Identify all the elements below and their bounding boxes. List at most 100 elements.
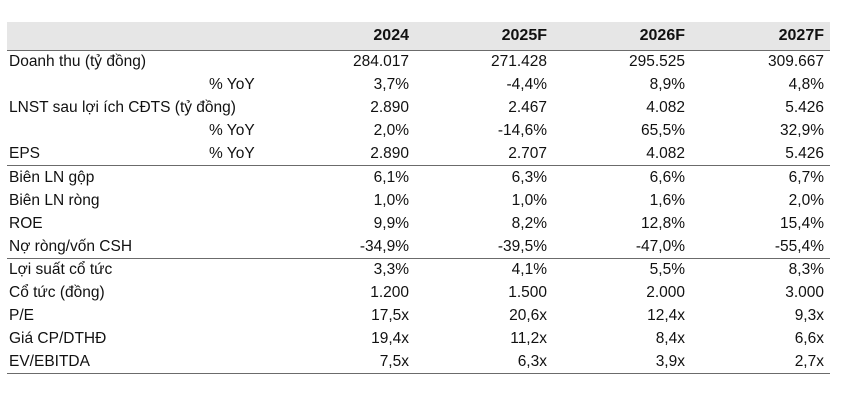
row-label: P/E — [9, 307, 34, 325]
value-cell: 6,3% — [415, 165, 553, 190]
table-row: ROE 9,9% 8,2% 12,8% 15,4% — [7, 212, 830, 235]
value-cell: 295.525 — [628, 53, 685, 71]
value-cell: 4,1% — [415, 258, 553, 282]
table-row: Giá CP/DTHĐ 19,4x 11,2x 8,4x 6,6x — [7, 328, 830, 351]
table-row: EV/EBITDA 7,5x 6,3x 3,9x 2,7x — [7, 350, 830, 375]
row-label: ROE — [9, 214, 43, 232]
row-label: Biên LN gộp — [7, 165, 207, 190]
value-cell: 12,8% — [641, 214, 685, 232]
value-cell: 15,4% — [780, 214, 824, 232]
table-row: % YoY 3,7% -4,4% 8,9% 4,8% — [7, 74, 830, 97]
column-header-2025f: 2025F — [415, 22, 553, 51]
value-cell: 11,2x — [510, 330, 547, 348]
row-label — [7, 74, 207, 97]
header-label-cell — [7, 22, 207, 51]
value-cell: 19,4x — [371, 330, 409, 348]
value-cell: 8,9% — [649, 76, 685, 94]
row-label: EPS — [9, 145, 41, 162]
row-label: Cổ tức (đồng) — [9, 284, 105, 302]
row-sublabel — [207, 282, 277, 305]
header-sub-cell — [207, 22, 277, 51]
value-cell: 1.200 — [370, 284, 409, 302]
row-label: Nợ ròng/vốn CSH — [9, 237, 133, 255]
value-cell: 9,3x — [794, 307, 824, 325]
value-cell: -47,0% — [635, 237, 685, 255]
value-cell: 6,7% — [691, 165, 830, 190]
value-cell: 12,4x — [647, 307, 685, 325]
row-sublabel — [207, 212, 277, 235]
row-label: Lợi suất cổ tức — [7, 258, 207, 282]
column-header-2024: 2024 — [277, 22, 415, 51]
value-cell: 6,6% — [553, 165, 691, 190]
table-row: Nợ ròng/vốn CSH -34,9% -39,5% -47,0% -55,4% — [7, 235, 830, 258]
row-sublabel — [207, 165, 277, 190]
value-cell: 2.890 — [370, 99, 409, 117]
table-row: Doanh thu (tỷ đồng) 284.017 271.428 295.525… — [7, 51, 830, 74]
value-cell: 1,6% — [649, 191, 685, 209]
value-cell: 65,5% — [641, 122, 685, 140]
value-cell: 17,5x — [371, 307, 409, 325]
table-row: Biên LN ròng 1,0% 1,0% 1,6% 2,0% — [7, 189, 830, 212]
value-cell: 4.082 — [646, 145, 685, 162]
value-cell: 1,0% — [373, 191, 409, 209]
row-sublabel — [207, 328, 277, 351]
value-cell: 2,0% — [373, 122, 409, 140]
value-cell: 20,6x — [509, 307, 547, 325]
financial-forecast-table-container: 2024 2025F 2026F 2027F Doanh thu (tỷ đồn… — [7, 22, 830, 375]
value-cell: 6,3x — [415, 350, 553, 375]
value-cell: -34,9% — [359, 237, 409, 255]
table-row: P/E 17,5x 20,6x 12,4x 9,3x — [7, 305, 830, 328]
value-cell: 3.000 — [785, 284, 824, 302]
row-label: Biên LN ròng — [9, 191, 100, 209]
table-row: % YoY 2,0% -14,6% 65,5% 32,9% — [7, 120, 830, 143]
value-cell: -39,5% — [497, 237, 547, 255]
table-header: 2024 2025F 2026F 2027F — [7, 22, 830, 51]
column-header-2027f: 2027F — [691, 22, 830, 51]
value-cell: 7,5x — [277, 350, 415, 375]
value-cell: 3,7% — [373, 76, 409, 94]
row-label: Doanh thu (tỷ đồng) — [9, 53, 147, 71]
row-label: EV/EBITDA — [7, 350, 207, 375]
value-cell: 9,9% — [373, 214, 409, 232]
value-cell: -55,4% — [774, 237, 824, 255]
value-cell: 4,8% — [788, 76, 824, 94]
row-sublabel — [207, 189, 277, 212]
row-sublabel — [207, 51, 277, 74]
value-cell: 1.500 — [508, 284, 547, 302]
value-cell: 5.426 — [785, 99, 824, 117]
value-cell: 309.667 — [767, 53, 824, 71]
value-cell: 2.707 — [508, 145, 547, 162]
value-cell: 5.426 — [785, 145, 824, 162]
table-body: Doanh thu (tỷ đồng) 284.017 271.428 295.525… — [7, 51, 830, 375]
value-cell: 3,3% — [277, 258, 415, 282]
row-label — [7, 120, 207, 143]
value-cell: 6,1% — [277, 165, 415, 190]
value-cell: 8,3% — [691, 258, 830, 282]
row-sublabel — [207, 350, 277, 375]
row-label: LNST sau lợi ích CĐTS (tỷ đồng) — [9, 99, 236, 117]
row-sublabel — [207, 305, 277, 328]
value-cell: 2,0% — [788, 191, 824, 209]
table-row: Cổ tức (đồng) 1.200 1.500 2.000 3.000 — [7, 282, 830, 305]
value-cell: 271.428 — [490, 53, 547, 71]
table-row: EPS % YoY 2.890 2.707 4.082 5.426 — [7, 143, 830, 166]
header-row: 2024 2025F 2026F 2027F — [7, 22, 830, 51]
value-cell: 5,5% — [553, 258, 691, 282]
value-cell: 284.017 — [352, 53, 409, 71]
value-cell: -14,6% — [497, 122, 547, 140]
table-row: Biên LN gộp 6,1% 6,3% 6,6% 6,7% — [7, 165, 830, 190]
value-cell: 8,4x — [655, 330, 685, 348]
row-sublabel: % YoY — [209, 145, 255, 162]
row-sublabel: % YoY — [209, 76, 255, 94]
value-cell: 32,9% — [780, 122, 824, 140]
row-sublabel: % YoY — [209, 122, 255, 140]
row-sublabel — [207, 258, 277, 282]
row-label: Giá CP/DTHĐ — [9, 330, 107, 348]
value-cell: 2,7x — [691, 350, 830, 375]
table-row: LNST sau lợi ích CĐTS (tỷ đồng) 2.890 2.46… — [7, 97, 830, 120]
table-row: Lợi suất cổ tức 3,3% 4,1% 5,5% 8,3% — [7, 258, 830, 282]
value-cell: 8,2% — [511, 214, 547, 232]
value-cell: -4,4% — [506, 76, 548, 94]
value-cell: 1,0% — [511, 191, 547, 209]
value-cell: 2.000 — [646, 284, 685, 302]
